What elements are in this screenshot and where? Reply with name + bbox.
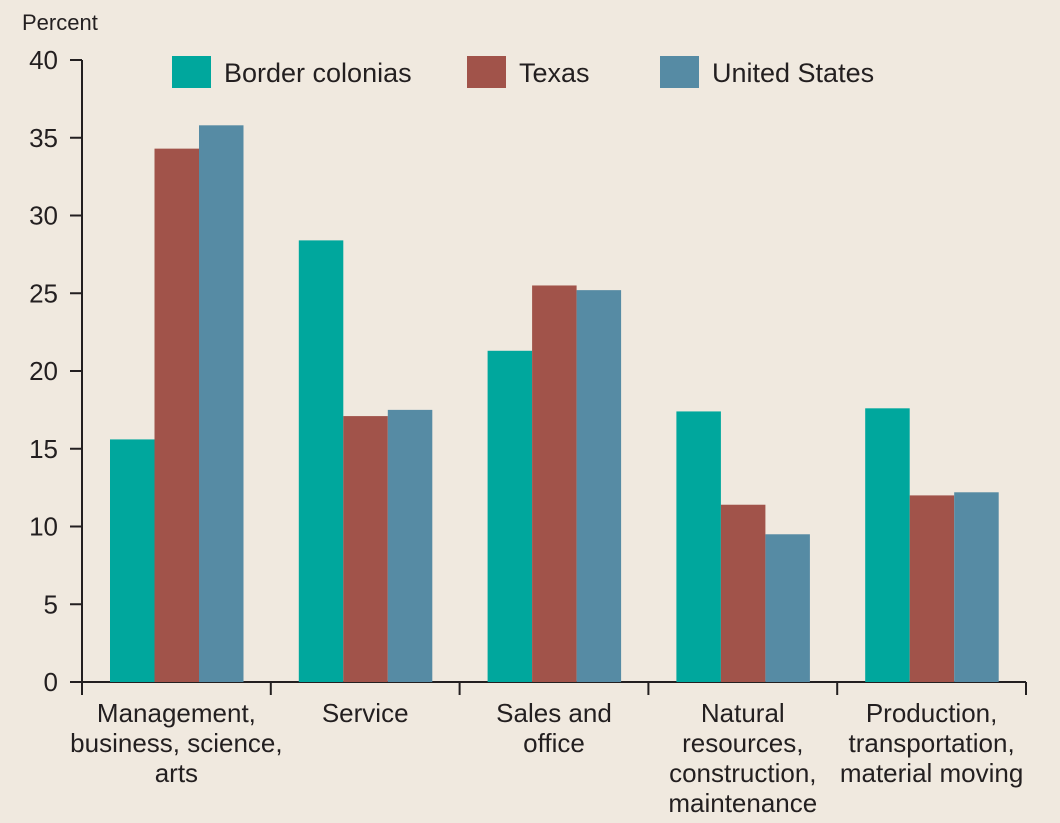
bars xyxy=(110,125,999,682)
y-tick-label: 30 xyxy=(29,201,58,231)
x-category-label: Service xyxy=(322,698,409,728)
legend-label: Texas xyxy=(519,58,590,88)
bar-texas xyxy=(720,504,766,682)
x-category-label-line: arts xyxy=(155,758,198,788)
bar-texas xyxy=(532,285,577,682)
x-category-label-line: Sales and xyxy=(496,698,612,728)
legend-swatch xyxy=(660,56,699,88)
bar-united-states xyxy=(576,290,622,682)
legend-label: Border colonias xyxy=(224,58,412,88)
x-category-label-line: office xyxy=(523,728,585,758)
bar-united-states xyxy=(954,492,999,682)
bar-border-colonias xyxy=(487,350,533,682)
x-category-label-line: Natural xyxy=(701,698,785,728)
y-tick-label: 0 xyxy=(44,667,58,697)
x-category-label: Natural resources, construction, maintenanc… xyxy=(668,698,817,818)
y-tick-label: 40 xyxy=(29,45,58,75)
legend-label: United States xyxy=(712,58,874,88)
x-category-label-line: Management, xyxy=(97,698,256,728)
bar-texas xyxy=(909,495,955,682)
bar-border-colonias xyxy=(676,411,721,682)
bar-united-states xyxy=(199,125,244,682)
x-category-label-line: transportation, xyxy=(848,728,1014,758)
x-category-label: Management, business, science, arts xyxy=(70,698,282,788)
x-category-label-line: construction, xyxy=(669,758,816,788)
x-category-label-line: Production, xyxy=(866,698,998,728)
y-tick-label: 10 xyxy=(29,512,58,542)
y-tick-label: 5 xyxy=(44,589,58,619)
bar-border-colonias xyxy=(298,240,344,682)
bar-texas xyxy=(154,148,199,682)
y-tick-label: 15 xyxy=(29,434,58,464)
y-tick-label: 20 xyxy=(29,356,58,386)
x-category-label: Production, transportation, material movin… xyxy=(840,698,1024,788)
y-tick-label: 35 xyxy=(29,123,58,153)
y-axis-label: Percent xyxy=(22,10,98,35)
x-category-label-line: maintenance xyxy=(668,788,817,818)
category-labels: Management, business, science, arts Service… xyxy=(70,698,1023,818)
legend-swatch xyxy=(467,56,506,88)
y-tick-label: 25 xyxy=(29,278,58,308)
x-category-label-line: business, science, xyxy=(70,728,282,758)
x-category-label-line: Service xyxy=(322,698,409,728)
legend: Border colonias Texas United States xyxy=(172,56,874,88)
x-category-label: Sales and office xyxy=(496,698,612,758)
legend-swatch xyxy=(172,56,211,88)
bar-border-colonias xyxy=(110,439,155,682)
bar-united-states xyxy=(765,534,810,682)
x-category-label-line: resources, xyxy=(682,728,803,758)
bar-border-colonias xyxy=(865,408,910,682)
x-category-label-line: material moving xyxy=(840,758,1024,788)
bar-united-states xyxy=(387,409,433,682)
bar-texas xyxy=(343,416,388,682)
